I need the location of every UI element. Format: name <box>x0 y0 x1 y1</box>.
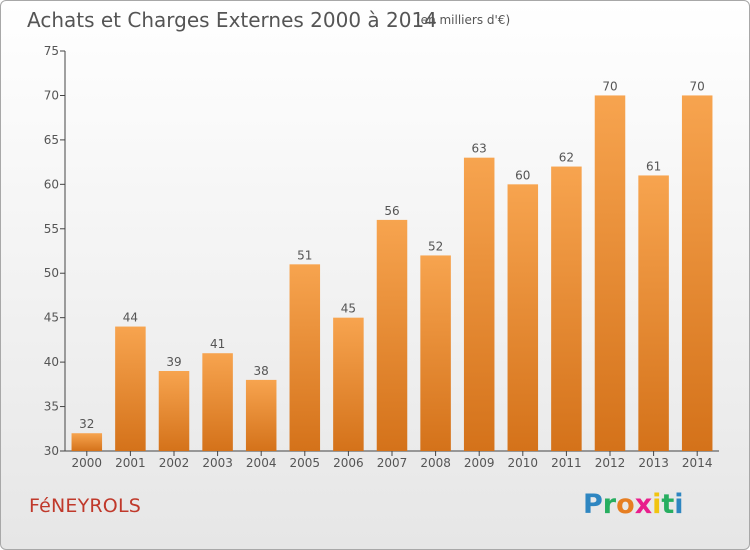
y-tick-label: 50 <box>44 266 59 280</box>
bar <box>551 166 582 452</box>
bar <box>507 184 539 452</box>
y-tick-label: 70 <box>44 88 59 102</box>
bar <box>376 219 408 451</box>
bars: 32 44 39 41 38 51 45 56 52 63 60 62 70 61 70 <box>71 79 713 452</box>
bar-value-label: 70 <box>690 79 705 93</box>
logo-letter: i <box>652 489 662 520</box>
x-tick-label: 2012 <box>595 456 626 470</box>
bar-value-label: 62 <box>559 151 574 165</box>
y-tick-label: 35 <box>44 400 59 414</box>
bar <box>71 433 103 451</box>
logo-letter: i <box>674 489 684 520</box>
bar-value-label: 41 <box>210 337 225 351</box>
y-tick-label: 75 <box>44 44 59 58</box>
axes: 30 35 40 45 50 55 60 65 70 75 2000 2001 2002 2003 2004… <box>44 44 719 470</box>
bar <box>638 175 669 451</box>
bar-value-label: 44 <box>123 311 138 325</box>
bar <box>463 157 495 451</box>
chart-subtitle: (en milliers d'€) <box>416 13 511 27</box>
logo-letter: x <box>634 489 653 520</box>
bar <box>158 371 190 451</box>
y-tick-label: 55 <box>44 222 59 236</box>
x-tick-label: 2009 <box>464 456 495 470</box>
bar <box>245 379 277 451</box>
bar <box>333 317 364 451</box>
bar <box>202 353 233 451</box>
x-tick-label: 2004 <box>246 456 277 470</box>
x-tick-label: 2000 <box>72 456 103 470</box>
bar-value-label: 60 <box>515 168 530 182</box>
bar-value-label: 45 <box>341 302 356 316</box>
x-tick-label: 2008 <box>420 456 451 470</box>
x-tick-label: 2001 <box>115 456 146 470</box>
x-tick-label: 2013 <box>638 456 669 470</box>
logo-letter: r <box>602 489 617 520</box>
logo-letter: o <box>616 489 635 520</box>
x-tick-label: 2011 <box>551 456 582 470</box>
bar-value-label: 70 <box>602 79 617 93</box>
y-tick-label: 65 <box>44 133 59 147</box>
bar-value-label: 32 <box>79 417 94 431</box>
bar <box>594 95 626 451</box>
proxiti-logo: Proxiti <box>583 489 684 520</box>
bar <box>420 255 451 451</box>
y-tick-label: 30 <box>44 444 59 458</box>
x-tick-label: 2014 <box>682 456 713 470</box>
x-tick-label: 2003 <box>202 456 233 470</box>
y-tick-label: 60 <box>44 177 59 191</box>
bar-value-label: 38 <box>254 364 269 378</box>
logo-letter: t <box>661 489 675 520</box>
bar-value-label: 63 <box>472 142 487 156</box>
bar <box>115 326 146 451</box>
town-name: FéNEYROLS <box>29 495 142 517</box>
bar-value-label: 52 <box>428 239 443 253</box>
x-tick-label: 2007 <box>377 456 408 470</box>
bar <box>681 95 713 451</box>
y-tick-label: 45 <box>44 311 59 325</box>
bar-value-label: 56 <box>384 204 399 218</box>
x-tick-label: 2010 <box>508 456 539 470</box>
x-tick-label: 2006 <box>333 456 364 470</box>
logo-letter: P <box>583 489 603 520</box>
x-tick-label: 2005 <box>290 456 321 470</box>
x-tick-label: 2002 <box>159 456 190 470</box>
bar-value-label: 61 <box>646 159 661 173</box>
chart-title: Achats et Charges Externes 2000 à 2014 <box>27 8 437 32</box>
bar-value-label: 51 <box>297 248 312 262</box>
y-tick-label: 40 <box>44 355 59 369</box>
bar-value-label: 39 <box>166 355 181 369</box>
bar <box>289 264 321 451</box>
